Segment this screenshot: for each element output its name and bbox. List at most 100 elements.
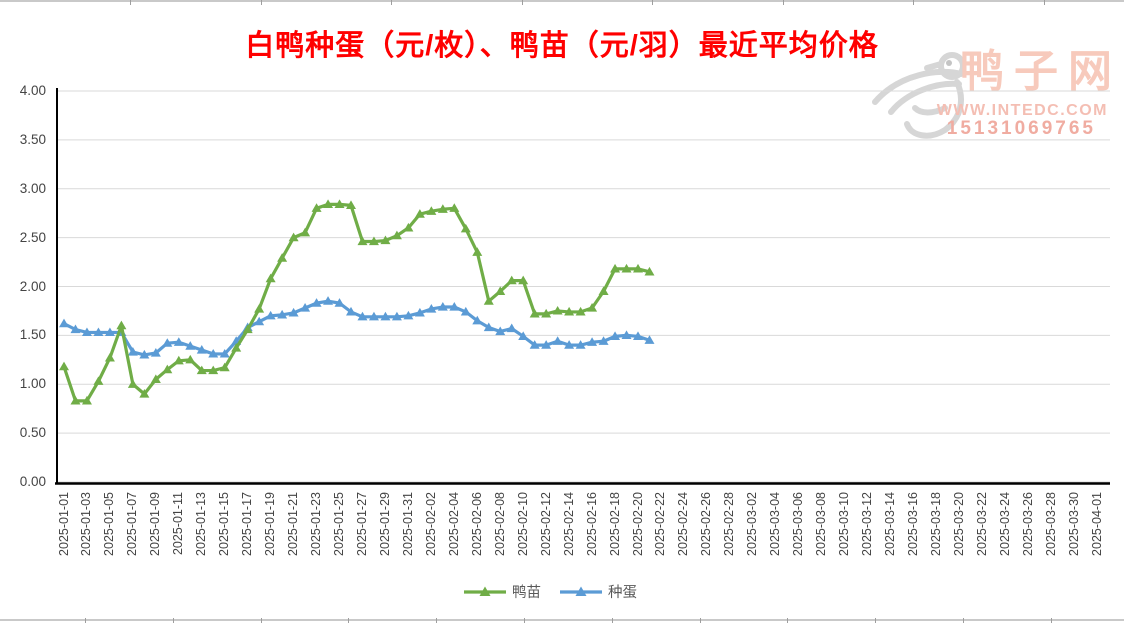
data-point-marker xyxy=(265,273,276,283)
data-point-marker xyxy=(644,266,655,276)
x-axis-tick-label: 2025-03-24 xyxy=(997,492,1012,556)
x-axis-tick-label: 2025-03-16 xyxy=(906,492,921,556)
legend-item-鸭苗: 鸭苗 xyxy=(463,581,541,602)
x-axis-tick-label: 2025-02-20 xyxy=(630,492,645,556)
x-axis-tick-label: 2025-03-20 xyxy=(951,492,966,556)
x-axis-tick-label: 2025-01-03 xyxy=(79,492,94,556)
chart-title: 白鸭种蛋（元/枚）、鸭苗（元/羽）最近平均价格 xyxy=(245,30,879,62)
data-point-marker xyxy=(334,298,345,307)
x-axis-tick-label: 2025-03-08 xyxy=(814,492,829,556)
legend-marker-icon xyxy=(464,586,506,596)
data-point-marker xyxy=(506,275,517,285)
edge-tick xyxy=(348,618,350,623)
edge-tick xyxy=(1043,0,1045,5)
x-axis-tick-label: 2025-04-01 xyxy=(1089,492,1104,556)
x-axis-tick-label: 2025-01-27 xyxy=(354,492,369,556)
data-point-marker xyxy=(300,303,311,312)
data-point-marker xyxy=(162,364,173,374)
data-point-marker xyxy=(598,286,609,295)
data-point-marker xyxy=(610,331,621,340)
data-point-marker xyxy=(621,330,632,339)
x-axis-tick-label: 2025-03-04 xyxy=(768,492,783,556)
x-axis-tick-label: 2025-01-01 xyxy=(56,492,71,556)
x-axis-tick-label: 2025-01-19 xyxy=(263,492,278,556)
x-axis-tick-label: 2025-03-22 xyxy=(974,492,989,556)
data-point-marker xyxy=(59,361,69,371)
series-line xyxy=(62,299,652,357)
x-axis-tick-label: 2025-02-22 xyxy=(653,492,668,556)
edge-tick xyxy=(875,618,877,623)
data-point-marker xyxy=(518,275,529,285)
x-axis-tick-label: 2025-01-21 xyxy=(286,492,301,556)
series-种蛋 xyxy=(59,296,655,359)
data-point-marker xyxy=(208,365,219,375)
top-edge-line xyxy=(0,0,1124,2)
data-point-marker xyxy=(162,338,173,347)
x-axis-tick-label: 2025-02-06 xyxy=(469,492,484,556)
x-axis-tick-label: 2025-03-12 xyxy=(860,492,875,556)
y-axis-tick-label: 0.50 xyxy=(19,425,46,441)
y-axis-tick-label: 2.00 xyxy=(19,278,46,294)
data-point-marker xyxy=(564,306,575,316)
edge-tick xyxy=(260,0,262,5)
data-point-marker xyxy=(541,308,552,318)
data-point-marker xyxy=(414,307,425,317)
data-point-marker xyxy=(288,307,299,317)
data-point-marker xyxy=(403,310,414,320)
data-point-marker xyxy=(610,263,621,273)
data-point-marker xyxy=(139,389,150,398)
x-axis-tick-label: 2025-01-29 xyxy=(377,492,392,556)
x-axis-tick-label: 2025-02-18 xyxy=(607,492,622,556)
x-axis-tick-label: 2025-02-24 xyxy=(676,492,691,556)
y-axis-tick-label: 2.50 xyxy=(19,229,46,245)
data-point-marker xyxy=(93,327,104,337)
edge-tick xyxy=(787,618,789,623)
data-point-marker xyxy=(300,227,311,237)
data-point-marker xyxy=(541,340,552,349)
edge-tick xyxy=(699,618,701,623)
data-point-marker xyxy=(518,331,529,340)
y-axis-tick-label: 1.50 xyxy=(19,327,46,343)
data-point-marker xyxy=(288,232,299,242)
x-axis-tick-label: 2025-01-17 xyxy=(240,492,255,556)
x-axis-tick-label: 2025-03-26 xyxy=(1020,492,1035,556)
data-point-marker xyxy=(472,315,483,325)
x-axis-tick-label: 2025-01-25 xyxy=(332,492,347,556)
data-point-marker xyxy=(621,263,632,273)
data-point-marker xyxy=(391,311,402,321)
data-point-marker xyxy=(196,345,207,354)
data-point-marker xyxy=(173,337,184,346)
x-axis-tick-label: 2025-02-04 xyxy=(446,492,461,556)
data-point-marker xyxy=(449,203,460,212)
data-point-marker xyxy=(323,199,334,208)
edge-tick xyxy=(652,0,653,5)
data-point-marker xyxy=(93,376,104,385)
data-point-marker xyxy=(529,308,540,318)
x-axis-tick-label: 2025-01-11 xyxy=(171,492,186,556)
x-axis-tick-label: 2025-02-12 xyxy=(538,492,553,556)
data-point-marker xyxy=(633,263,643,273)
edge-tick xyxy=(913,0,914,5)
data-point-marker xyxy=(323,296,334,305)
data-point-marker xyxy=(380,311,391,321)
x-axis-tick-label: 2025-01-31 xyxy=(400,492,415,556)
x-axis-tick-label: 2025-01-07 xyxy=(125,492,140,556)
x-axis-tick-label: 2025-01-05 xyxy=(102,492,117,556)
data-point-marker xyxy=(472,247,483,256)
x-axis-tick-label: 2025-03-06 xyxy=(791,492,806,556)
data-point-marker xyxy=(127,346,138,356)
x-axis-tick-label: 2025-02-28 xyxy=(722,492,737,556)
x-axis-tick-label: 2025-01-13 xyxy=(194,492,209,556)
data-point-marker xyxy=(219,362,230,372)
y-axis-tick-label: 1.00 xyxy=(19,376,46,392)
data-point-marker xyxy=(529,340,540,349)
data-point-marker xyxy=(552,336,563,345)
data-point-marker xyxy=(587,337,598,346)
x-axis-tick-label: 2025-02-26 xyxy=(699,492,714,556)
data-point-marker xyxy=(265,310,276,320)
data-point-marker xyxy=(139,349,150,359)
y-axis-tick-label: 3.00 xyxy=(19,180,46,196)
data-point-marker xyxy=(104,352,115,362)
data-point-marker xyxy=(437,204,448,213)
